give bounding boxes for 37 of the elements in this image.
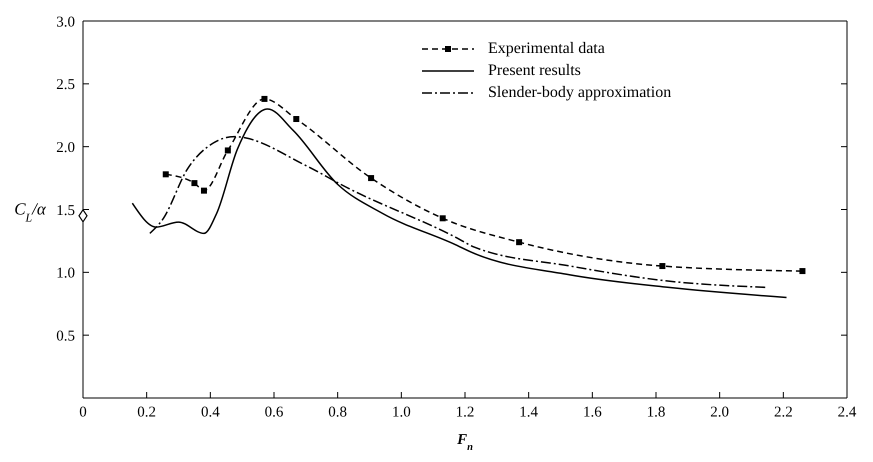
point — [261, 96, 268, 102]
line-series — [132, 108, 788, 298]
point — [293, 116, 300, 122]
y-axis-title: C$_{L}$/α — [14, 200, 47, 224]
x-tick-label: 1.4 — [519, 404, 539, 421]
y-tick-label: 0.5 — [56, 328, 75, 344]
y-tick-label: 2.0 — [56, 140, 75, 156]
legend-label: Slender-body approximation — [488, 84, 672, 102]
y-tick-label: 1.5 — [56, 202, 75, 219]
x-tick-label: 0.4 — [200, 404, 220, 421]
point — [200, 188, 207, 194]
x-tick-label: 2.2 — [774, 404, 793, 421]
x-axis-title: F$_{n}$ — [456, 432, 474, 452]
point — [799, 268, 806, 274]
x-tick-label: 1.8 — [646, 404, 666, 421]
point — [78, 209, 88, 222]
x-tick-label: 0 — [79, 404, 87, 421]
y-tick-label: 3.0 — [56, 14, 75, 30]
point — [191, 180, 198, 186]
point — [659, 263, 666, 270]
x-tick-label: 0.8 — [328, 404, 348, 421]
legend-label: Present results — [488, 62, 581, 80]
point — [224, 147, 231, 154]
x-tick-label: 0.2 — [137, 404, 156, 421]
point — [368, 175, 374, 182]
legend-label: Experimental data — [488, 40, 605, 58]
point — [516, 239, 522, 246]
y-tick-label: 1.0 — [56, 266, 75, 282]
x-tick-label: 2.0 — [710, 404, 730, 421]
point — [162, 171, 169, 178]
x-tick-label: 1.0 — [392, 404, 411, 421]
x-tick-label: 1.2 — [456, 404, 474, 421]
x-tick-label: 0.6 — [264, 404, 284, 421]
y-tick-label: 2.5 — [56, 77, 75, 94]
x-tick-label: 1.6 — [582, 404, 602, 421]
point — [440, 215, 446, 222]
x-tick-label: 2.4 — [838, 404, 857, 421]
